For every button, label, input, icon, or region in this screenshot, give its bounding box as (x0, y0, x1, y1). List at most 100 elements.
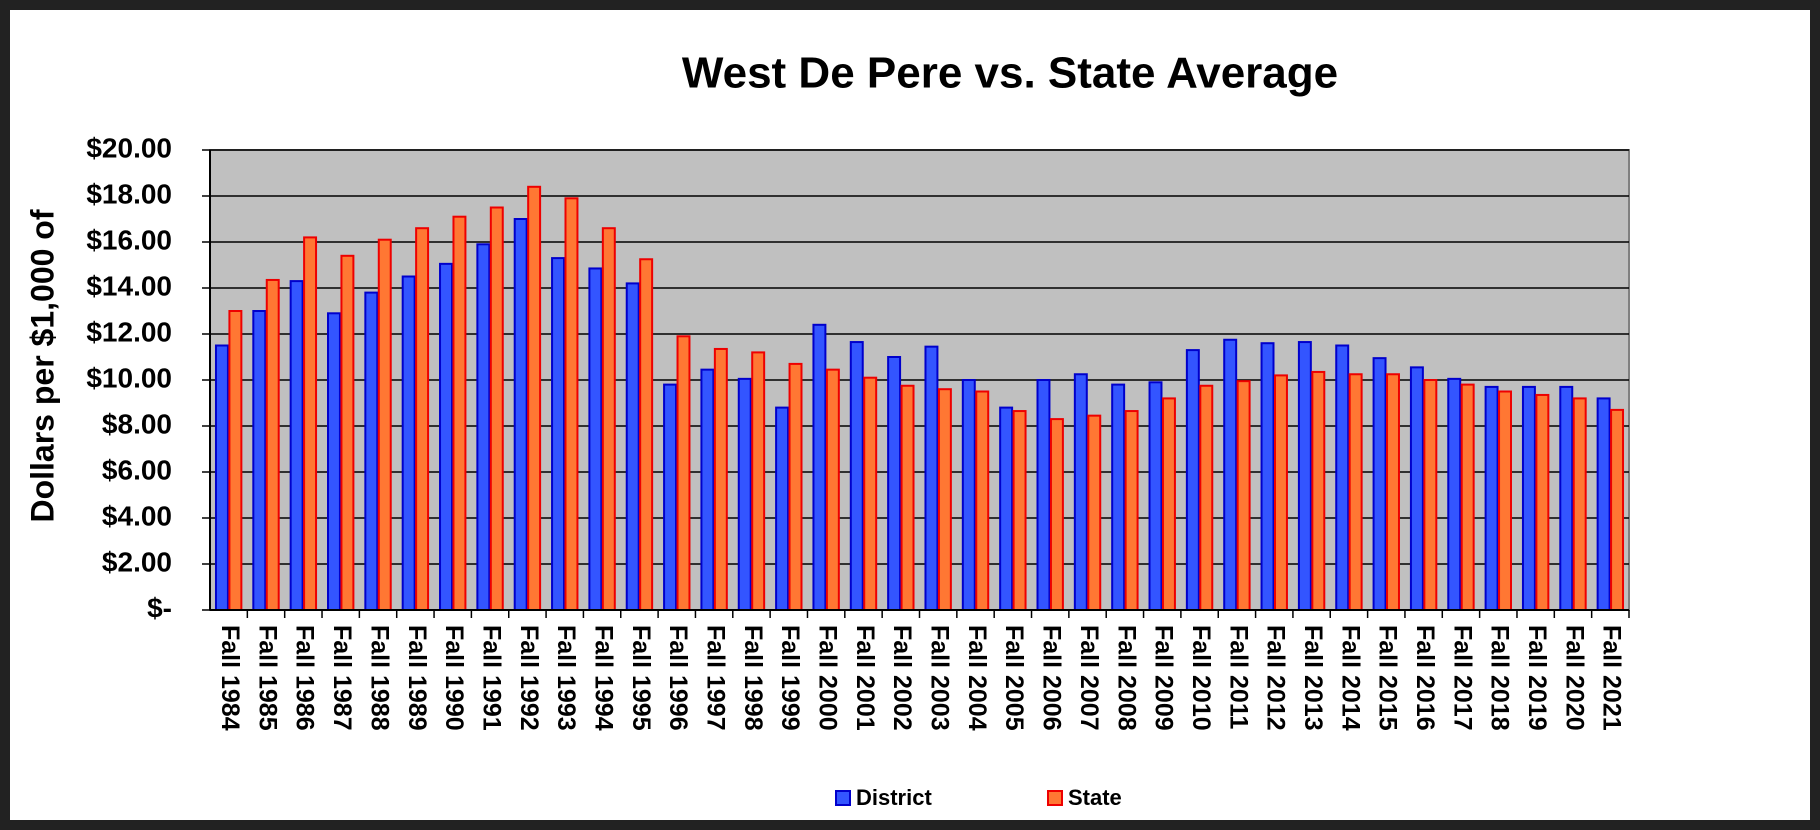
bar (887, 356, 902, 611)
bar (601, 227, 616, 611)
x-tick-label: Fall 2015 (1374, 625, 1402, 731)
bar (452, 215, 467, 611)
bar (1223, 338, 1238, 611)
bar (1148, 381, 1163, 611)
x-tick-label: Fall 1997 (702, 625, 730, 731)
x-tick-label: Fall 2003 (926, 625, 954, 731)
bar (303, 236, 318, 611)
legend-swatch (835, 790, 851, 806)
bar (513, 218, 528, 611)
bar (1236, 380, 1251, 611)
bar (327, 312, 341, 611)
bar (1260, 342, 1275, 611)
y-tick-label: $6.00 (102, 454, 172, 485)
bar (1049, 418, 1064, 611)
x-tick-label: Fall 1988 (365, 625, 393, 731)
bar (900, 384, 915, 611)
x-tick-label: Fall 2004 (963, 625, 991, 731)
x-tick-label: Fall 2021 (1598, 625, 1626, 731)
bar (415, 227, 430, 611)
bar (1460, 383, 1475, 611)
y-tick-label: $10.00 (86, 362, 172, 393)
bar (737, 377, 752, 611)
x-tick-label: Fall 1989 (403, 625, 431, 731)
x-tick-label: Fall 1984 (216, 625, 244, 731)
x-tick-label: Fall 1991 (477, 625, 505, 731)
bar (700, 368, 715, 611)
bar (1311, 370, 1326, 612)
y-axis-label: Dollars per $1,000 of (24, 209, 60, 522)
bar (639, 258, 654, 611)
x-tick-label: Fall 2016 (1411, 625, 1439, 731)
x-tick-label: Fall 2014 (1336, 625, 1364, 731)
bar (713, 347, 728, 611)
legend-label: State (1068, 785, 1122, 810)
bar (551, 257, 566, 611)
bar (228, 310, 243, 611)
x-tick-label: Fall 2000 (814, 625, 842, 731)
y-tick-label: $8.00 (102, 408, 172, 439)
x-tick-label: Fall 2012 (1262, 625, 1290, 731)
bar (265, 278, 280, 611)
bar (1535, 393, 1550, 612)
x-tick-label: Fall 2010 (1187, 625, 1215, 731)
chart-title: West De Pere vs. State Average (682, 49, 1338, 98)
x-tick-label: Fall 2007 (1075, 625, 1103, 731)
bar (377, 238, 392, 611)
y-tick-label: $2.00 (102, 546, 172, 577)
bar (1273, 374, 1288, 611)
bar (1161, 397, 1176, 611)
x-tick-label: Fall 2006 (1038, 625, 1066, 731)
bar (1199, 384, 1214, 611)
y-tick-label: $20.00 (86, 132, 172, 163)
bar (924, 345, 939, 611)
bar (1559, 385, 1574, 611)
bar (1498, 390, 1512, 611)
x-tick-label: Fall 2020 (1560, 625, 1588, 731)
bar (1185, 349, 1200, 611)
x-tick-label: Fall 2011 (1224, 625, 1252, 729)
bar (1036, 379, 1051, 611)
bar (439, 262, 453, 611)
bar (937, 388, 952, 612)
bar (1297, 341, 1312, 611)
bar (1596, 397, 1611, 611)
bar (625, 282, 640, 611)
x-tick-label: Fall 1990 (440, 625, 468, 731)
bar (1111, 383, 1126, 611)
bar (975, 390, 990, 611)
bar (676, 335, 691, 611)
bar (1335, 344, 1350, 611)
y-tick-label: $18.00 (86, 178, 172, 209)
x-tick-label: Fall 2019 (1523, 625, 1551, 731)
bar (751, 351, 766, 611)
bar (1610, 408, 1625, 611)
x-tick-label: Fall 2002 (888, 625, 916, 731)
bar (1423, 379, 1438, 611)
bar (863, 376, 878, 612)
x-tick-label: Fall 1992 (515, 625, 543, 731)
bar (1348, 373, 1363, 611)
x-tick-label: Fall 1999 (776, 625, 804, 731)
legend-label: District (856, 785, 932, 810)
x-tick-label: Fall 1998 (739, 625, 767, 731)
legend-swatch (1047, 790, 1063, 806)
x-tick-label: Fall 2013 (1299, 625, 1327, 731)
x-tick-label: Fall 2017 (1448, 625, 1476, 731)
y-tick-label: $16.00 (86, 224, 172, 255)
x-tick-label: Fall 1986 (291, 625, 319, 731)
y-tick-label: $- (147, 592, 172, 623)
bar (1372, 357, 1387, 611)
bar (1521, 385, 1536, 611)
x-tick-label: Fall 1993 (552, 625, 580, 731)
x-tick-label: Fall 2005 (1000, 625, 1028, 731)
bar (289, 280, 304, 611)
bar (999, 406, 1014, 611)
bar (401, 275, 416, 611)
x-tick-label: Fall 2001 (851, 625, 879, 731)
bar (1386, 373, 1400, 611)
bar (1484, 385, 1499, 611)
y-tick-label: $4.00 (102, 500, 172, 531)
bar (1087, 414, 1102, 611)
